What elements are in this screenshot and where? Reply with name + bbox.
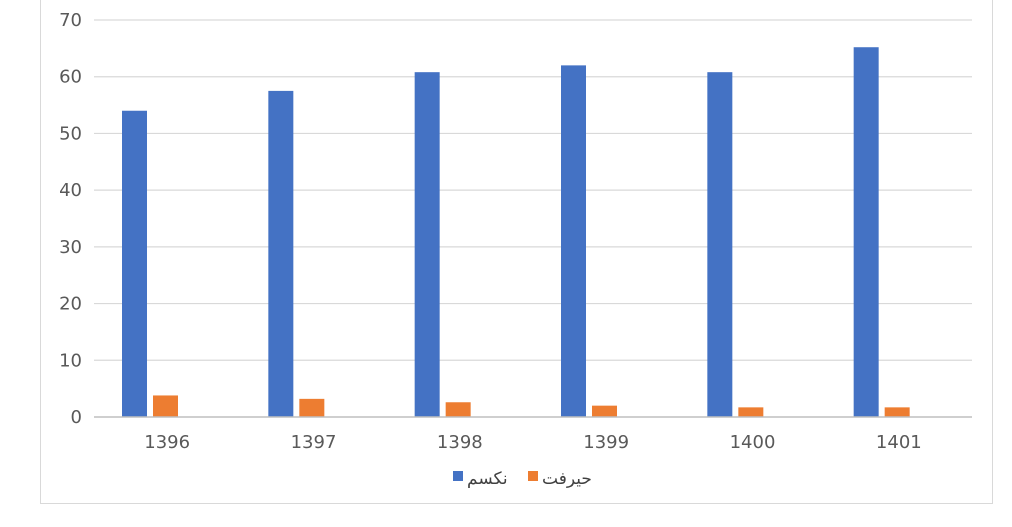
y-tick-label: 0 [71,407,82,428]
y-tick-label: 60 [59,67,82,88]
chart-frame [40,0,993,504]
legend-swatch-series-1 [453,471,463,481]
x-tick-label: 1401 [876,432,922,453]
legend-swatch-series-2 [528,471,538,481]
legend-label-series-2: حیرفت [542,469,592,489]
y-tick-label: 10 [59,350,82,371]
bar-series-2 [884,407,910,417]
y-axis-ticks: 0 10 20 30 40 50 60 70 [59,10,82,428]
bar-series-2 [299,398,325,417]
bar-series-1 [268,90,294,418]
legend: نکسم حیرفت [453,469,592,489]
y-tick-label: 20 [59,294,82,315]
bar-series-2 [153,395,178,417]
y-tick-label: 40 [59,180,82,201]
legend-label-series-1: نکسم [467,469,508,489]
y-tick-label: 30 [59,237,82,258]
bar-series-1 [561,65,586,417]
x-tick-label: 1399 [583,432,629,453]
bars [122,47,910,418]
bar-series-2 [592,405,617,417]
x-tick-label: 1396 [144,432,190,453]
bar-series-2 [738,407,764,417]
y-tick-label: 70 [59,10,82,31]
y-tick-label: 50 [59,123,82,144]
bar-series-2 [445,402,471,417]
gridlines [94,19,972,361]
x-tick-label: 1397 [291,432,337,453]
x-tick-label: 1398 [437,432,483,453]
bar-series-1 [414,72,440,418]
bar-series-1 [853,47,879,417]
x-axis-ticks: 1396 1397 1398 1399 1400 1401 [144,432,921,453]
bar-series-1 [707,72,733,418]
x-tick-label: 1400 [730,432,776,453]
bar-series-1 [122,110,147,417]
